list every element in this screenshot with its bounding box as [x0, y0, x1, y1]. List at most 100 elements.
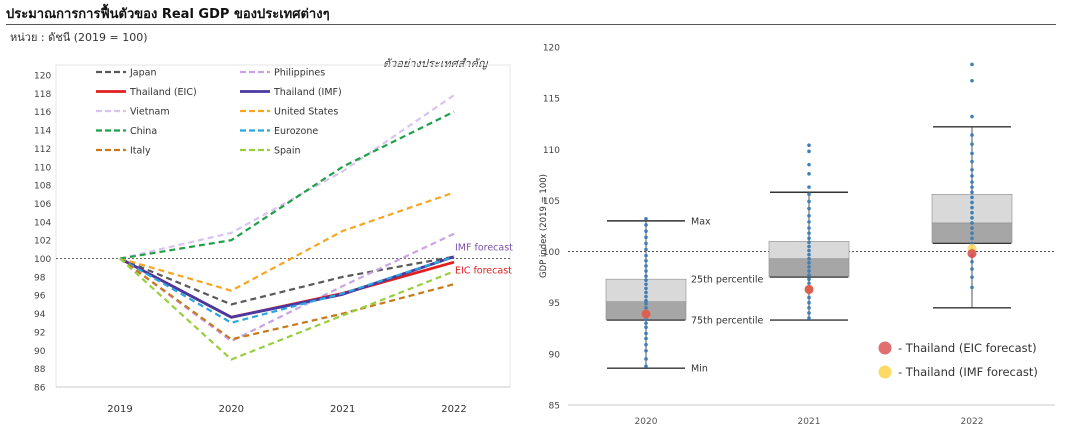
y-tick-label: 100 [34, 255, 51, 265]
data-point [970, 195, 974, 200]
data-point [807, 252, 811, 257]
data-point [807, 281, 811, 286]
y-tick-label: 100 [543, 248, 560, 258]
data-point [970, 260, 974, 264]
series-line-spain [119, 257, 455, 361]
data-point [970, 62, 974, 67]
data-point [644, 331, 648, 336]
data-point [807, 306, 811, 310]
x-tick-label: 2019 [107, 404, 132, 415]
y-tick-label: 85 [549, 402, 560, 412]
data-point [807, 244, 811, 249]
y-tick-label: 118 [34, 90, 51, 100]
y-tick-label: 112 [34, 145, 51, 155]
data-point [970, 190, 974, 195]
legend-label: United States [274, 107, 338, 118]
data-point [644, 282, 648, 287]
line-chart: 86 88 90 92 94 96 98 100 102 104 106 108 110 112 114 11… [34, 64, 513, 415]
legend-marker [878, 341, 892, 355]
data-point [807, 300, 811, 305]
legend-label: Philippines [274, 68, 325, 79]
data-point [644, 217, 648, 221]
data-point [644, 247, 648, 252]
sample-countries-note: ตัวอย่างประเทศสำคัญ [383, 57, 488, 70]
y-tick-label: 105 [543, 197, 560, 207]
data-point [644, 241, 648, 246]
data-point [644, 294, 648, 299]
forecast-annotation: IMF forecast [455, 243, 513, 254]
x-tick-label: 2021 [330, 404, 355, 415]
data-point [970, 205, 974, 210]
data-point [970, 275, 974, 279]
title-rule [6, 24, 1056, 25]
data-point [807, 256, 811, 261]
data-point [970, 114, 974, 119]
forecast-annotation: EIC forecast [455, 265, 512, 276]
data-point [807, 265, 811, 269]
x-tick-label: 2022 [441, 404, 466, 415]
data-point [807, 226, 811, 230]
max-annotation: Max [691, 216, 711, 227]
y-tick-label: 116 [34, 108, 51, 118]
data-point [807, 143, 811, 147]
data-point [644, 229, 648, 233]
q1-annotation: 25th percentile [691, 275, 764, 286]
legend-label: China [130, 126, 157, 137]
legend-label: Vietnam [130, 107, 170, 118]
legend-label: - Thailand (IMF forecast) [898, 365, 1038, 379]
data-point [970, 285, 974, 290]
y-tick-label: 106 [34, 200, 51, 210]
legend-label: - Thailand (EIC forecast) [898, 341, 1037, 355]
data-point [970, 159, 974, 164]
data-point [644, 325, 648, 330]
y-tick-label: 92 [34, 328, 45, 338]
y-tick-label: 115 [543, 95, 560, 105]
data-point [807, 236, 811, 241]
data-point [807, 273, 811, 277]
y-tick-label: 88 [34, 365, 46, 375]
data-point [644, 342, 648, 347]
data-point [970, 231, 974, 235]
y-tick-label: 95 [549, 299, 560, 309]
data-point [644, 321, 648, 325]
legend-marker [878, 365, 892, 379]
data-point [807, 192, 811, 197]
data-point [644, 258, 648, 263]
legend-label: Thailand (IMF) [273, 87, 342, 98]
data-point [807, 213, 811, 218]
data-point [644, 348, 648, 353]
data-point [970, 210, 974, 215]
min-annotation: Min [691, 364, 708, 375]
q3-annotation: 75th percentile [691, 316, 764, 327]
y-tick-label: 120 [543, 44, 560, 54]
data-point [644, 336, 648, 341]
eic-forecast-marker [804, 284, 814, 294]
data-point [970, 167, 974, 172]
legend-label: Japan [129, 68, 157, 79]
y-tick-label: 94 [34, 310, 46, 320]
data-point [644, 301, 648, 306]
data-point [644, 253, 648, 258]
legend-label: Spain [274, 146, 301, 157]
data-point [644, 264, 648, 268]
series-line-philippines [119, 232, 455, 343]
y-tick-label: 86 [34, 384, 46, 394]
y-tick-label: 90 [34, 347, 46, 357]
data-point [970, 200, 974, 205]
legend-label: Eurozone [274, 126, 318, 137]
series-line-japan [119, 255, 455, 306]
y-tick-label: 110 [34, 163, 51, 173]
data-point [970, 267, 974, 271]
data-point [644, 269, 648, 273]
data-point [970, 221, 974, 225]
series-line-italy [119, 257, 455, 341]
data-point [644, 235, 648, 240]
y-tick-label: 120 [34, 72, 51, 82]
data-point [970, 133, 974, 137]
data-point [970, 142, 974, 146]
data-point [807, 261, 811, 265]
y-tick-label: 104 [34, 218, 51, 228]
data-point [644, 298, 648, 303]
data-point [970, 180, 974, 184]
data-point [970, 236, 974, 241]
